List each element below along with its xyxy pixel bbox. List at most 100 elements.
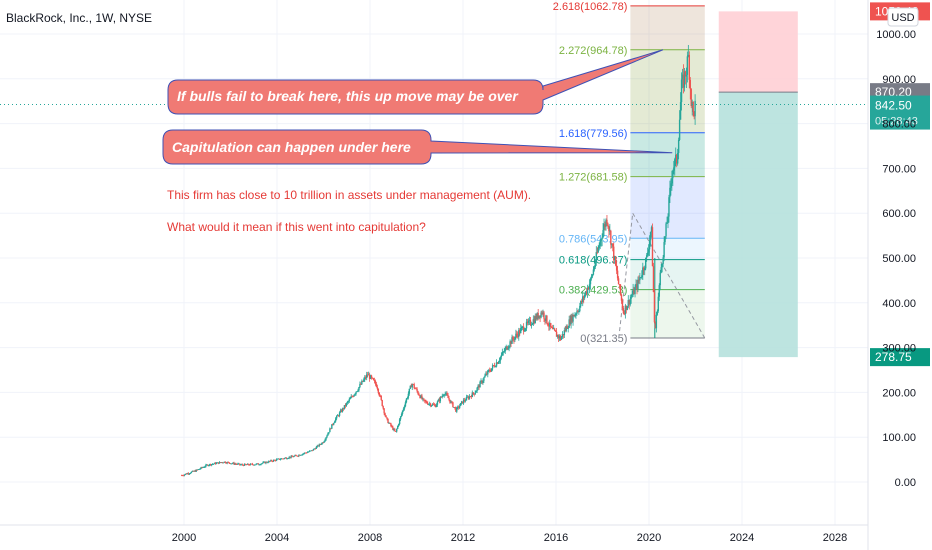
candle-body (635, 283, 637, 288)
candle-body (410, 385, 412, 388)
candle-body (593, 266, 596, 270)
candle-body (676, 152, 679, 164)
candle-body (682, 74, 685, 88)
candle-body (424, 399, 426, 402)
candle-body (456, 407, 458, 412)
candle-body (277, 458, 280, 460)
candle-body (638, 279, 640, 281)
candle-body (386, 417, 388, 419)
candle-body (319, 444, 321, 446)
candle-body (430, 405, 433, 407)
candle-body (526, 321, 529, 323)
x-tick-label: 2008 (358, 532, 382, 544)
candle-body (291, 455, 293, 457)
candle-body (345, 403, 348, 407)
candle-body (506, 346, 508, 350)
candle-body (252, 464, 255, 466)
candle-body (569, 319, 571, 325)
candle-body (405, 398, 408, 403)
candle-body (352, 396, 354, 398)
candle-body (360, 384, 362, 385)
candle-body (215, 462, 218, 465)
candle-body (521, 326, 524, 328)
candle-body (666, 223, 668, 224)
candle-body (619, 284, 622, 295)
candle-body (342, 408, 345, 410)
candle-body (387, 418, 389, 424)
candle-body (437, 399, 440, 402)
fib-level-label-0.382: 0.382(429.53) (559, 285, 628, 297)
candle-body (213, 462, 216, 464)
candle-body (359, 384, 361, 388)
candle-body (686, 56, 689, 75)
candle-body (671, 178, 673, 184)
y-tick-label: 900.00 (882, 74, 916, 86)
candle-body (183, 474, 186, 476)
candle-body (329, 428, 331, 433)
note-line-1: This firm has close to 10 trillion in as… (167, 188, 531, 202)
candle-body (265, 461, 267, 464)
candle-body (604, 224, 606, 227)
candle-body (559, 336, 562, 340)
candle-body (551, 327, 553, 328)
candle-body (231, 463, 233, 465)
candle-body (621, 300, 624, 309)
candle-body (370, 375, 373, 378)
candle-body (243, 463, 246, 466)
candle-body (507, 348, 509, 350)
candle-body (645, 257, 647, 269)
candle-body (534, 316, 536, 324)
candle-body (366, 374, 369, 376)
candle-body (426, 401, 428, 404)
candle-body (229, 463, 231, 464)
candle-body (522, 326, 525, 332)
candle-body (390, 423, 392, 426)
callout-top[interactable]: If bulls fail to break here, this up mov… (167, 49, 664, 115)
candle-body (614, 256, 616, 260)
y-tick-label: 1000.00 (876, 29, 916, 41)
fib-level-label-2.618: 2.618(1062.78) (553, 1, 628, 13)
candle-body (180, 475, 183, 477)
x-tick-label: 2000 (172, 532, 196, 544)
candle-body (584, 291, 587, 295)
candle-body (657, 296, 659, 312)
candle-body (624, 305, 627, 315)
stop-price-badge-bg (870, 348, 930, 367)
candle-body (587, 287, 590, 290)
candle-body (245, 464, 248, 466)
candle-body (347, 401, 349, 403)
candle-body (640, 277, 642, 278)
candle-body (431, 404, 434, 406)
candle-body (692, 101, 694, 112)
candle-body (670, 183, 672, 188)
candle-body (351, 396, 353, 398)
candle-body (378, 392, 380, 396)
callout-bottom[interactable]: Capitulation can happen under here (162, 129, 673, 165)
note-line-2: What would it mean if this went into cap… (167, 220, 426, 234)
candle-body (515, 333, 517, 337)
candle-body (628, 299, 630, 305)
candle-body (550, 322, 552, 328)
candle-body (622, 308, 625, 314)
candle-body (249, 463, 252, 466)
candle-body (260, 463, 262, 465)
candle-body (555, 331, 558, 337)
candle-body (363, 379, 365, 382)
candle-body (491, 365, 494, 369)
candle-body (537, 313, 539, 319)
fibonacci-retracement[interactable]: 0(321.35) 0.382(429.53) 0.618(496.37) 0.786… (553, 1, 706, 345)
candle-body (239, 463, 241, 465)
long-position-tool[interactable] (718, 11, 798, 358)
candle-body (272, 461, 274, 462)
candle-body (495, 362, 498, 367)
currency-badge[interactable]: USD (887, 7, 919, 27)
candle-body (470, 396, 473, 398)
candle-body (434, 405, 437, 408)
candle-body (451, 401, 453, 403)
candle-body (469, 396, 472, 398)
candle-body (486, 373, 488, 375)
candle-body (634, 287, 636, 295)
candle-body (221, 462, 224, 464)
candle-body (389, 422, 391, 424)
